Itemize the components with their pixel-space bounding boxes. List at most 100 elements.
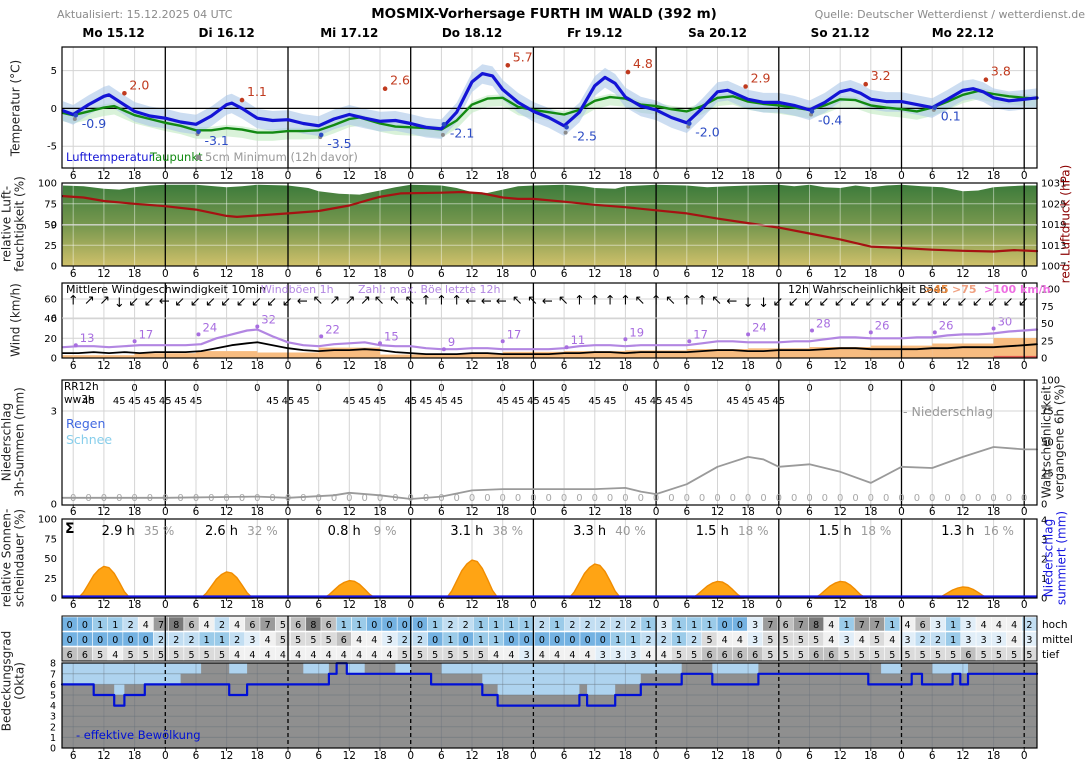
svg-text:3: 3 — [965, 635, 971, 646]
wind-direction-arrow: ↑ — [114, 294, 125, 309]
svg-text:tief: tief — [1042, 649, 1059, 661]
svg-text:0: 0 — [822, 493, 828, 504]
svg-text:0: 0 — [622, 383, 628, 394]
svg-text:18: 18 — [741, 360, 754, 372]
svg-text:0: 0 — [316, 493, 322, 504]
wind-direction-arrow: ↑ — [605, 294, 616, 309]
svg-text:0: 0 — [898, 506, 905, 518]
svg-text:-0.4: -0.4 — [818, 112, 842, 127]
svg-text:5: 5 — [950, 650, 956, 661]
svg-text:0: 0 — [600, 635, 606, 646]
svg-text:45: 45 — [159, 396, 172, 407]
svg-text:2: 2 — [615, 620, 621, 631]
svg-text:12: 12 — [465, 170, 478, 182]
wind-direction-arrow: ↑ — [436, 294, 447, 309]
svg-text:0: 0 — [684, 383, 690, 394]
svg-text:18: 18 — [251, 599, 264, 611]
svg-text:12: 12 — [465, 360, 478, 372]
svg-text:1: 1 — [112, 620, 118, 631]
svg-text:0: 0 — [193, 383, 199, 394]
svg-text:1.5 h: 1.5 h — [696, 524, 729, 539]
svg-text:18: 18 — [741, 170, 754, 182]
svg-text:0: 0 — [585, 635, 591, 646]
svg-text:3: 3 — [844, 635, 850, 646]
svg-text:12: 12 — [343, 360, 356, 372]
svg-text:0: 0 — [546, 493, 552, 504]
svg-text:4: 4 — [493, 650, 499, 661]
svg-text:0: 0 — [67, 635, 73, 646]
legend-ww3h: ww3h — [64, 394, 95, 406]
svg-text:6: 6 — [67, 650, 73, 661]
svg-text:18: 18 — [864, 506, 877, 518]
svg-text:0: 0 — [653, 268, 660, 280]
svg-text:6: 6 — [806, 506, 813, 518]
svg-text:3: 3 — [965, 620, 971, 631]
svg-text:↑: ↑ — [574, 294, 585, 309]
svg-text:Mo 15.12: Mo 15.12 — [82, 26, 144, 40]
svg-text:0: 0 — [1021, 268, 1028, 280]
svg-text:0: 0 — [331, 493, 337, 504]
svg-text:Fr 19.12: Fr 19.12 — [567, 26, 622, 40]
svg-text:45: 45 — [542, 396, 555, 407]
wind-direction-arrow: ↑ — [296, 296, 311, 307]
svg-text:45: 45 — [174, 396, 187, 407]
svg-text:6: 6 — [315, 170, 322, 182]
svg-text:5: 5 — [280, 620, 286, 631]
svg-text:45: 45 — [190, 396, 203, 407]
svg-text:2: 2 — [1026, 620, 1032, 631]
svg-text:5: 5 — [935, 650, 941, 661]
svg-text:1: 1 — [478, 635, 484, 646]
svg-text:0: 0 — [561, 383, 567, 394]
svg-text:↑: ↑ — [524, 292, 542, 310]
wind-direction-arrow: ↑ — [465, 296, 480, 307]
svg-text:0.8 h: 0.8 h — [328, 524, 361, 539]
legend-wind-gusts: Windböen 1h — [261, 283, 334, 296]
svg-text:4: 4 — [356, 650, 362, 661]
svg-text:2: 2 — [234, 635, 240, 646]
svg-text:1: 1 — [706, 620, 712, 631]
wind-direction-arrow: ↑ — [770, 292, 788, 310]
svg-text:0: 0 — [407, 170, 414, 182]
svg-text:↑: ↑ — [758, 294, 769, 309]
svg-text:6: 6 — [315, 506, 322, 518]
svg-text:18 %: 18 % — [861, 524, 892, 538]
svg-text:Sa 20.12: Sa 20.12 — [688, 26, 747, 40]
svg-text:18: 18 — [496, 170, 509, 182]
svg-text:5: 5 — [188, 650, 194, 661]
svg-text:45: 45 — [450, 396, 463, 407]
svg-text:0: 0 — [539, 635, 545, 646]
svg-text:0: 0 — [868, 383, 874, 394]
svg-text:18: 18 — [987, 599, 1000, 611]
svg-text:100: 100 — [1041, 376, 1060, 387]
svg-text:18: 18 — [987, 750, 1000, 762]
svg-text:2: 2 — [463, 620, 469, 631]
svg-text:3: 3 — [996, 635, 1002, 646]
svg-text:0: 0 — [300, 493, 306, 504]
svg-text:0: 0 — [254, 383, 260, 394]
svg-text:5: 5 — [676, 650, 682, 661]
svg-text:2: 2 — [630, 620, 636, 631]
svg-text:12: 12 — [343, 268, 356, 280]
svg-text:9: 9 — [448, 335, 455, 349]
svg-text:5: 5 — [128, 650, 134, 661]
svg-text:5: 5 — [310, 635, 316, 646]
svg-text:6: 6 — [70, 268, 77, 280]
svg-text:5: 5 — [813, 635, 819, 646]
svg-text:5: 5 — [889, 650, 895, 661]
svg-text:6: 6 — [249, 620, 255, 631]
svg-text:6: 6 — [50, 680, 56, 691]
svg-text:0: 0 — [346, 493, 352, 504]
panel-sunshine: 2.9 h 35 % 2.6 h 32 % 0.8 h 9 % 3.1 h 38 % 3.3 h… — [38, 515, 1047, 612]
svg-text:18: 18 — [496, 360, 509, 372]
svg-text:5: 5 — [691, 650, 697, 661]
humidity-axis-label: relative Luft-feuchtigkeit (%) — [0, 176, 27, 272]
svg-text:2: 2 — [645, 635, 651, 646]
svg-text:4: 4 — [326, 650, 332, 661]
svg-text:3: 3 — [661, 620, 667, 631]
svg-text:1: 1 — [889, 620, 895, 631]
cum-precip-axis-label: Niederschlag summiert (mm) — [1041, 510, 1069, 606]
svg-text:30: 30 — [998, 315, 1013, 329]
svg-text:6: 6 — [295, 620, 301, 631]
svg-text:0: 0 — [775, 268, 782, 280]
svg-text:6: 6 — [806, 599, 813, 611]
